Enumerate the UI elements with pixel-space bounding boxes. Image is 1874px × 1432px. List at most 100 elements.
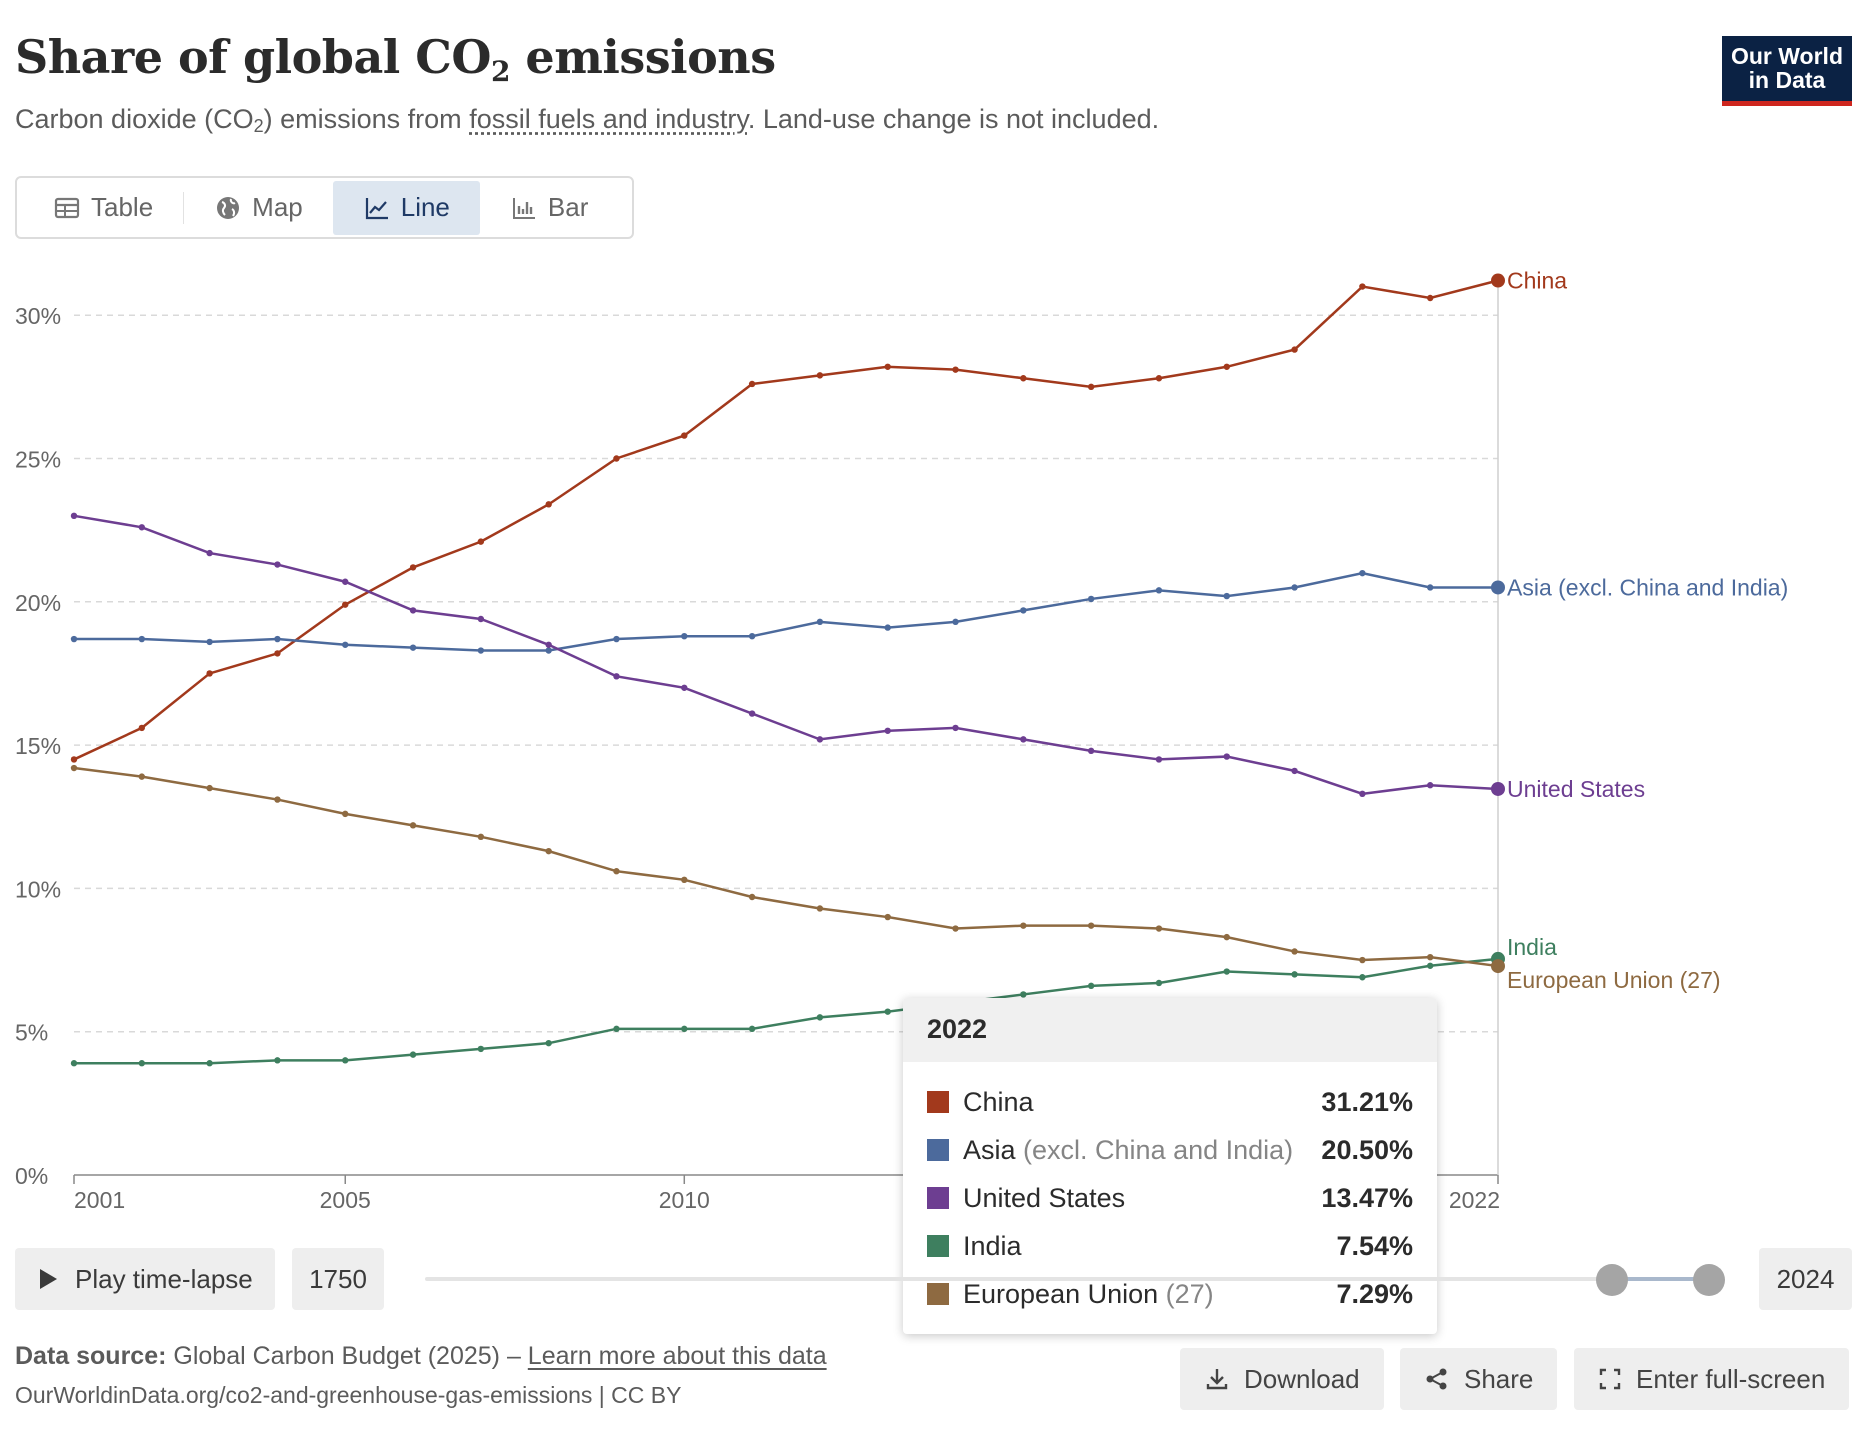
learn-more-link[interactable]: Learn more about this data [527, 1342, 827, 1370]
data-point [681, 684, 688, 691]
data-point [477, 538, 485, 545]
y-tick-label: 15% [15, 733, 61, 759]
data-point [545, 847, 552, 855]
data-point [952, 724, 959, 732]
data-point [1359, 790, 1366, 798]
fullscreen-button[interactable]: Enter full-screen [1574, 1348, 1850, 1410]
x-tick-label: 2001 [74, 1187, 125, 1210]
tab-map[interactable]: Map [184, 181, 333, 235]
data-point [1020, 375, 1027, 382]
owid-logo[interactable]: Our World in Data [1722, 36, 1852, 106]
data-point [1359, 283, 1366, 290]
data-point [274, 635, 281, 643]
data-point [613, 868, 620, 875]
tab-table[interactable]: Table [23, 181, 183, 235]
data-point [545, 1039, 552, 1047]
data-point [1155, 587, 1163, 594]
data-point [613, 673, 620, 680]
data-point [138, 724, 146, 732]
data-point [681, 1025, 688, 1033]
download-button[interactable]: Download [1180, 1348, 1384, 1410]
timeline: Play time-lapse 1750 2024 [15, 1248, 1852, 1310]
data-point [1426, 294, 1434, 302]
data-point [138, 635, 146, 643]
data-point [1291, 584, 1298, 591]
series-label: China [1507, 268, 1567, 294]
data-point [816, 1014, 824, 1021]
timeline-end-handle[interactable] [1693, 1264, 1725, 1296]
end-year-label[interactable]: 2024 [1759, 1248, 1852, 1310]
data-point [1359, 569, 1366, 577]
data-point [70, 764, 78, 772]
data-point [409, 644, 417, 651]
data-point [342, 578, 349, 585]
data-point [206, 670, 213, 677]
tooltip-swatch [927, 1139, 949, 1161]
data-point [1291, 767, 1298, 775]
data-point [477, 1045, 485, 1053]
data-point [1020, 607, 1027, 614]
data-point [1155, 925, 1163, 932]
tooltip-value: 13.47% [1321, 1182, 1413, 1213]
globe-icon [217, 196, 240, 219]
data-point [748, 1025, 756, 1033]
data-point [409, 1051, 417, 1058]
tab-bar[interactable]: Bar [480, 181, 618, 235]
data-point [138, 524, 146, 531]
data-point [1359, 974, 1366, 981]
data-point [884, 913, 891, 921]
tooltip-value: 7.29% [1336, 1278, 1413, 1309]
data-point [206, 549, 213, 557]
source-url[interactable]: OurWorldinData.org/co2-and-greenhouse-ga… [15, 1382, 682, 1408]
data-point [1291, 346, 1298, 353]
data-point [613, 455, 620, 462]
data-point [1223, 753, 1230, 760]
data-point [1223, 363, 1230, 370]
data-point [342, 810, 349, 818]
chart-tabs: Table Map Line Bar [15, 176, 634, 239]
data-point [409, 607, 417, 614]
play-icon [40, 1269, 57, 1289]
fossil-fuels-link[interactable]: fossil fuels and industry [469, 104, 748, 134]
data-point [681, 432, 688, 439]
timeline-selected-range [1613, 1277, 1723, 1281]
data-point [1087, 982, 1095, 990]
data-point [70, 1060, 78, 1067]
tab-table-label: Table [91, 192, 154, 222]
play-timelapse-button[interactable]: Play time-lapse [15, 1248, 275, 1310]
data-point [816, 905, 824, 912]
data-point [206, 1060, 213, 1067]
fullscreen-icon [1599, 1368, 1621, 1390]
data-point [1087, 383, 1095, 391]
tooltip-swatch [927, 1091, 949, 1113]
data-point [952, 618, 959, 626]
tooltip-swatch [927, 1235, 949, 1257]
data-point [884, 1008, 891, 1015]
start-year-label[interactable]: 1750 [292, 1248, 384, 1310]
timeline-track[interactable] [425, 1277, 1615, 1281]
data-point [1491, 781, 1505, 796]
x-tick-label: 2010 [659, 1187, 710, 1210]
x-tick-label: 2022 [1449, 1187, 1500, 1210]
line-chart[interactable]: 0% 5% 10% 15% 20% 25% 30% 2001 2005 2010 2022 China… [0, 250, 1874, 1210]
data-point [681, 876, 688, 884]
data-point [1291, 948, 1298, 955]
share-button[interactable]: Share [1400, 1348, 1558, 1410]
data-point [545, 641, 552, 648]
bar-chart-icon [512, 197, 535, 219]
timeline-start-handle[interactable] [1596, 1264, 1628, 1296]
play-label: Play time-lapse [75, 1263, 253, 1294]
tooltip-year: 2022 [903, 998, 1437, 1062]
tab-divider [183, 191, 185, 224]
data-point [816, 372, 824, 379]
data-point [1426, 953, 1434, 961]
chart-subtitle: Carbon dioxide (CO2) emissions from foss… [15, 104, 1160, 136]
tooltip-swatch [927, 1283, 949, 1305]
data-point [952, 366, 959, 373]
data-point [477, 833, 485, 841]
tooltip-row-united-states: United States 13.47% [927, 1174, 1413, 1222]
tab-line[interactable]: Line [332, 180, 480, 235]
data-point [748, 632, 756, 640]
tooltip-value: 7.54% [1336, 1230, 1413, 1261]
data-point [477, 615, 485, 623]
